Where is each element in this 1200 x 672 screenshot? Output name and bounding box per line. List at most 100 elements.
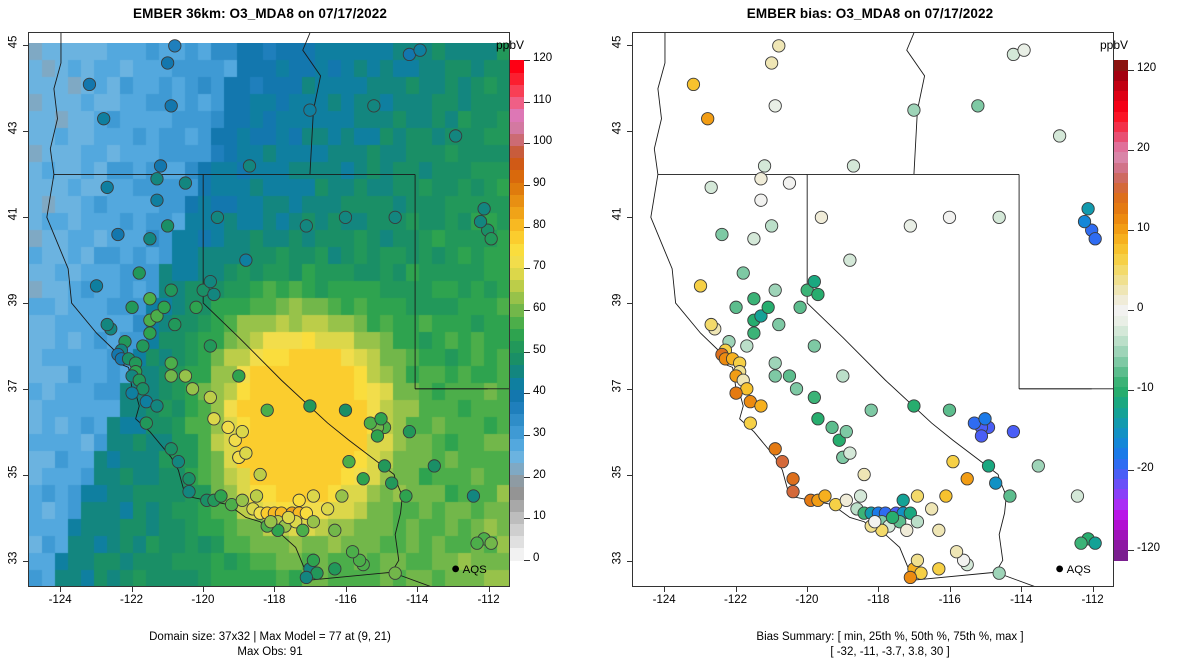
monitor-site-marker[interactable]: 54 ppbV <box>232 369 246 383</box>
monitor-site-marker[interactable]: 70 ppbV <box>207 412 221 426</box>
monitor-site-marker[interactable]: 46 ppbV <box>814 210 829 224</box>
monitor-site-marker[interactable]: 42 ppbV <box>100 180 114 194</box>
monitor-site-marker[interactable]: 60 ppbV <box>992 566 1006 580</box>
monitor-site-marker[interactable]: 46 ppbV <box>171 455 186 469</box>
monitor-site-marker[interactable]: 50 ppbV <box>377 459 392 473</box>
monitor-site-marker[interactable]: 52 ppbV <box>402 425 417 439</box>
monitor-site-marker[interactable]: 68 ppbV <box>306 489 321 503</box>
monitor-site-marker[interactable]: 46 ppbV <box>210 210 225 224</box>
monitor-site-marker[interactable]: 55 ppbV <box>356 472 370 486</box>
monitor-site-marker[interactable]: 42 ppbV <box>729 386 743 400</box>
monitor-site-marker[interactable]: 38 ppbV <box>686 77 701 92</box>
monitor-site-marker[interactable]: 46 ppbV <box>1077 214 1092 229</box>
monitor-site-marker[interactable]: 44 ppbV <box>150 172 164 186</box>
monitor-site-marker[interactable]: 50 ppbV <box>743 416 757 430</box>
monitor-site-marker[interactable]: 54 ppbV <box>974 429 989 443</box>
monitor-site-marker[interactable]: 42 ppbV <box>303 103 317 117</box>
monitor-site-marker[interactable]: 60 ppbV <box>484 536 498 550</box>
monitor-site-marker[interactable]: 54 ppbV <box>978 412 992 426</box>
monitor-site-marker[interactable]: 44 ppbV <box>754 172 768 186</box>
monitor-site-marker[interactable]: 54 ppbV <box>1003 489 1017 503</box>
monitor-site-marker[interactable]: 50 ppbV <box>139 416 153 430</box>
monitor-site-marker[interactable]: 58 ppbV <box>900 523 914 537</box>
monitor-site-marker[interactable]: 76 ppbV <box>299 506 313 520</box>
monitor-site-marker[interactable]: 46 ppbV <box>942 210 957 224</box>
monitor-site-marker[interactable]: 48 ppbV <box>942 403 957 417</box>
monitor-site-marker[interactable]: 42 ppbV <box>97 112 111 126</box>
monitor-site-marker[interactable]: 56 ppbV <box>747 292 761 306</box>
monitor-site-marker[interactable]: 44 ppbV <box>754 399 768 413</box>
monitor-site-marker[interactable]: 72 ppbV <box>221 420 235 434</box>
monitor-site-marker[interactable]: 68 ppbV <box>235 425 249 439</box>
monitor-site-marker[interactable]: 56 ppbV <box>956 553 971 567</box>
monitor-site-marker[interactable]: 74 ppbV <box>292 493 306 507</box>
monitor-site-marker[interactable]: 60 ppbV <box>1088 536 1102 550</box>
monitor-site-marker[interactable]: 58 ppbV <box>260 403 274 417</box>
monitor-site-marker[interactable]: 66 ppbV <box>249 489 264 503</box>
monitor-site-marker[interactable]: 52 ppbV <box>328 562 342 576</box>
monitor-site-marker[interactable]: 42 ppbV <box>693 279 708 293</box>
monitor-site-marker[interactable]: 58 ppbV <box>754 309 768 323</box>
monitor-site-marker[interactable]: 44 ppbV <box>704 317 718 332</box>
monitor-site-marker[interactable]: 50 ppbV <box>740 339 754 353</box>
monitor-site-marker[interactable]: 58 ppbV <box>150 309 164 323</box>
monitor-site-marker[interactable]: 48 ppbV <box>1031 459 1045 473</box>
monitor-site-marker[interactable]: 44 ppbV <box>299 570 313 585</box>
monitor-site-marker[interactable]: 46 ppbV <box>775 455 790 469</box>
monitor-site-marker[interactable]: 64 ppbV <box>910 515 925 529</box>
monitor-site-marker[interactable]: 54 ppbV <box>157 300 171 314</box>
monitor-site-marker[interactable]: 36 ppbV <box>772 39 786 53</box>
monitor-site-marker[interactable]: 48 ppbV <box>182 472 196 486</box>
monitor-site-marker[interactable]: 76 ppbV <box>903 506 917 520</box>
monitor-site-marker[interactable]: 45 ppbV <box>747 232 761 246</box>
monitor-site-marker[interactable]: 70 ppbV <box>811 412 825 426</box>
monitor-site-marker[interactable]: 72 ppbV <box>228 433 242 447</box>
monitor-site-marker[interactable]: 48 ppbV <box>164 442 178 456</box>
monitor-site-marker[interactable]: 52 ppbV <box>768 283 782 297</box>
monitor-site-marker[interactable]: 62 ppbV <box>839 493 853 507</box>
monitor-site-marker[interactable]: 64 ppbV <box>306 515 321 529</box>
monitor-site-marker[interactable]: 50 ppbV <box>1088 232 1102 246</box>
monitor-site-marker[interactable]: 42 ppbV <box>704 180 718 194</box>
monitor-site-marker[interactable]: 46 ppbV <box>807 274 821 289</box>
monitor-site-marker[interactable]: 42 ppbV <box>701 112 715 126</box>
monitor-site-marker[interactable]: 44 ppbV <box>903 570 917 585</box>
monitor-site-marker[interactable]: 58 ppbV <box>864 403 878 417</box>
monitor-site-marker[interactable]: 70 ppbV <box>843 446 857 460</box>
monitor-site-marker[interactable]: 54 ppbV <box>399 489 413 503</box>
monitor-site-marker[interactable]: 72 ppbV <box>825 420 839 434</box>
monitor-site-marker[interactable]: 43 ppbV <box>150 193 164 207</box>
monitor-site-marker[interactable]: 40 ppbV <box>715 227 729 242</box>
monitor-site-marker[interactable]: 48 ppbV <box>786 472 800 486</box>
monitor-site-marker[interactable]: 44 ppbV <box>477 202 491 216</box>
monitor-site-marker[interactable]: 42 ppbV <box>413 43 427 57</box>
monitor-site-marker[interactable]: 42 ppbV <box>125 386 139 400</box>
monitor-site-marker[interactable]: 40 ppbV <box>164 99 178 113</box>
monitor-site-marker[interactable]: 43 ppbV <box>754 193 768 207</box>
monitor-site-marker[interactable]: 46 ppbV <box>1070 489 1085 503</box>
monitor-site-marker[interactable]: 58 ppbV <box>946 455 960 469</box>
monitor-site-marker[interactable]: 66 ppbV <box>807 390 821 405</box>
monitor-site-marker[interactable]: 58 ppbV <box>342 455 356 469</box>
monitor-site-marker[interactable]: 62 ppbV <box>264 515 278 529</box>
monitor-site-marker[interactable]: 44 ppbV <box>100 317 114 332</box>
monitor-site-marker[interactable]: 50 ppbV <box>736 266 750 280</box>
monitor-site-marker[interactable]: 44 ppbV <box>786 485 800 499</box>
monitor-site-marker[interactable]: 52 ppbV <box>164 283 178 297</box>
monitor-site-marker[interactable]: 42 ppbV <box>843 253 857 267</box>
monitor-site-marker[interactable]: 54 ppbV <box>214 489 228 503</box>
monitor-site-marker[interactable]: 40 ppbV <box>153 159 168 173</box>
monitor-site-marker[interactable]: 45 ppbV <box>143 232 157 246</box>
monitor-site-marker[interactable]: 44 ppbV <box>903 219 917 233</box>
monitor-site-marker[interactable]: 58 ppbV <box>296 523 310 537</box>
monitor-site-marker[interactable]: 42 ppbV <box>239 253 253 267</box>
monitor-site-marker[interactable]: 54 ppbV <box>374 412 388 426</box>
monitor-site-marker[interactable]: 50 ppbV <box>136 339 150 353</box>
monitor-site-marker[interactable]: 70 ppbV <box>239 446 253 460</box>
monitor-site-marker[interactable]: 45 ppbV <box>992 210 1006 224</box>
monitor-site-marker[interactable]: 55 ppbV <box>960 472 974 486</box>
monitor-site-marker[interactable]: 66 ppbV <box>253 467 267 482</box>
monitor-site-marker[interactable]: 38 ppbV <box>161 56 175 70</box>
monitor-site-marker[interactable]: 60 ppbV <box>388 566 402 580</box>
monitor-site-marker[interactable]: 70 ppbV <box>885 510 900 525</box>
